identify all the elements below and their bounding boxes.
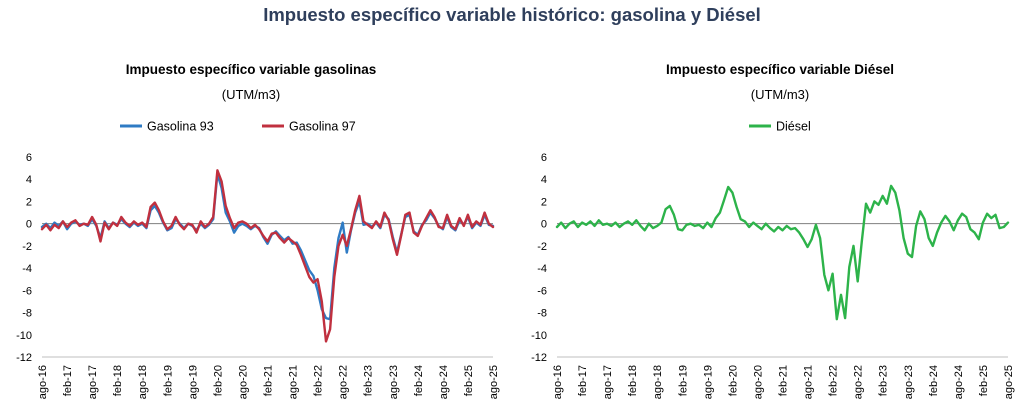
- x-tick-label: ago-18: [652, 365, 664, 399]
- x-tick-label: ago-21: [288, 365, 300, 399]
- x-tick-label: ago-16: [37, 365, 49, 399]
- x-tick-label: feb-21: [778, 365, 790, 396]
- x-tick-label: feb-25: [463, 365, 475, 396]
- x-tick-label: feb-18: [627, 365, 639, 396]
- chart-subtitle: (UTM/m3): [222, 87, 281, 102]
- x-tick-label: ago-20: [752, 365, 764, 399]
- y-tick-label: 4: [26, 174, 32, 186]
- y-tick-label: 6: [26, 152, 32, 164]
- x-tick-label: feb-23: [878, 365, 890, 396]
- y-tick-label: -10: [531, 330, 547, 342]
- legend-label: Diésel: [776, 120, 811, 134]
- y-tick-label: 4: [541, 174, 547, 186]
- x-tick-label: ago-25: [488, 365, 500, 399]
- y-tick-label: -12: [531, 352, 547, 364]
- chart-gasolinas: Impuesto específico variable gasolinas (U…: [16, 62, 500, 399]
- x-tick-label: ago-17: [87, 365, 99, 399]
- x-tick-label: ago-22: [338, 365, 350, 399]
- x-tick-label: ago-17: [602, 365, 614, 399]
- x-tick-label: ago-23: [388, 365, 400, 399]
- x-tick-label: feb-17: [577, 365, 589, 396]
- y-tick-label: -4: [22, 263, 32, 275]
- x-tick-label: ago-24: [953, 365, 965, 399]
- x-tick-label: ago-19: [702, 365, 714, 399]
- y-tick-label: -10: [16, 330, 32, 342]
- x-tick-label: feb-22: [313, 365, 325, 396]
- x-tick-label: feb-19: [162, 365, 174, 396]
- y-tick-label: 2: [26, 196, 32, 208]
- x-tick-label: feb-23: [363, 365, 375, 396]
- x-tick-label: feb-24: [928, 365, 940, 396]
- x-tick-label: feb-18: [112, 365, 124, 396]
- x-tick-label: feb-21: [263, 365, 275, 396]
- x-tick-label: feb-25: [978, 365, 990, 396]
- x-tick-label: feb-19: [677, 365, 689, 396]
- y-tick-label: -2: [22, 241, 32, 253]
- series-line: [40, 172, 495, 321]
- chart-subtitle: (UTM/m3): [751, 87, 810, 102]
- x-tick-label: feb-20: [727, 365, 739, 396]
- x-tick-label: ago-25: [1003, 365, 1015, 399]
- x-tick-label: ago-24: [438, 365, 450, 399]
- y-tick-label: -6: [22, 285, 32, 297]
- y-tick-label: 0: [541, 219, 547, 231]
- x-tick-label: ago-19: [187, 365, 199, 399]
- x-tick-label: ago-23: [903, 365, 915, 399]
- page-title: Impuesto específico variable histórico: …: [263, 4, 761, 25]
- series-line: [555, 184, 1010, 321]
- x-tick-label: feb-20: [212, 365, 224, 396]
- x-tick-label: ago-16: [552, 365, 564, 399]
- legend-label: Gasolina 93: [147, 120, 214, 134]
- y-tick-label: -12: [16, 352, 32, 364]
- x-tick-label: ago-18: [137, 365, 149, 399]
- legend-label: Gasolina 97: [289, 120, 356, 134]
- x-tick-label: feb-22: [828, 365, 840, 396]
- series-line: [40, 169, 495, 343]
- y-tick-label: -8: [537, 308, 547, 320]
- chart-title: Impuesto específico variable gasolinas: [126, 62, 377, 77]
- y-tick-label: -8: [22, 308, 32, 320]
- y-tick-label: 0: [26, 219, 32, 231]
- y-tick-label: 2: [541, 196, 547, 208]
- x-tick-label: feb-24: [413, 365, 425, 396]
- x-tick-label: feb-17: [62, 365, 74, 396]
- x-tick-label: ago-21: [803, 365, 815, 399]
- chart-diesel: Impuesto específico variable Diésel (UTM/…: [531, 62, 1015, 399]
- y-tick-label: -2: [537, 241, 547, 253]
- y-tick-label: -4: [537, 263, 547, 275]
- y-tick-label: 6: [541, 152, 547, 164]
- x-tick-label: ago-22: [853, 365, 865, 399]
- x-tick-label: ago-20: [237, 365, 249, 399]
- chart-title: Impuesto específico variable Diésel: [666, 62, 894, 77]
- y-tick-label: -6: [537, 285, 547, 297]
